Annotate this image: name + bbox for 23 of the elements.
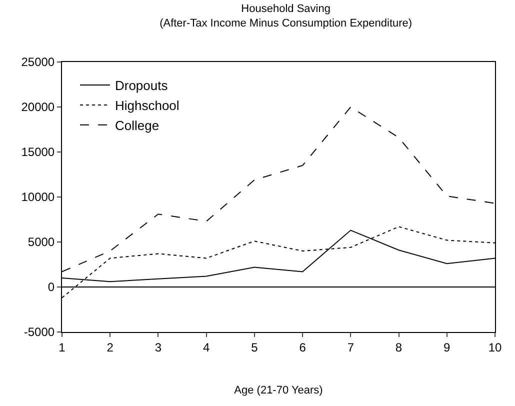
y-tick-label: 25000 [21,55,55,70]
chart-title: Household Saving [241,3,330,16]
legend-label: Highschool [114,98,180,114]
x-tick-label: 6 [299,340,306,354]
chart-subtitle: (After-Tax Income Minus Consumption Expenditure) [160,17,412,30]
x-tick-label: 3 [154,340,162,354]
x-tick-label: 8 [395,340,402,354]
legend-label: College [114,118,160,133]
x-tick-label: 9 [444,340,451,354]
y-tick-label: 20000 [21,100,55,114]
x-tick-label: 10 [488,340,502,354]
x-tick-label: 7 [347,340,354,354]
y-tick-label: 10000 [21,190,55,204]
y-tick-label: 5000 [28,235,55,250]
x-tick-label: 2 [106,340,114,354]
x-axis-title: Age (21-70 Years) [234,384,323,397]
x-tick-label: 5 [251,340,258,354]
y-tick-label: 15000 [21,145,55,160]
x-tick-label: 4 [202,340,210,354]
x-tick-label: 1 [58,340,66,354]
y-tick-label: -5000 [24,325,55,340]
y-tick-label: 0 [48,280,55,294]
legend-label: Dropouts [114,78,168,94]
